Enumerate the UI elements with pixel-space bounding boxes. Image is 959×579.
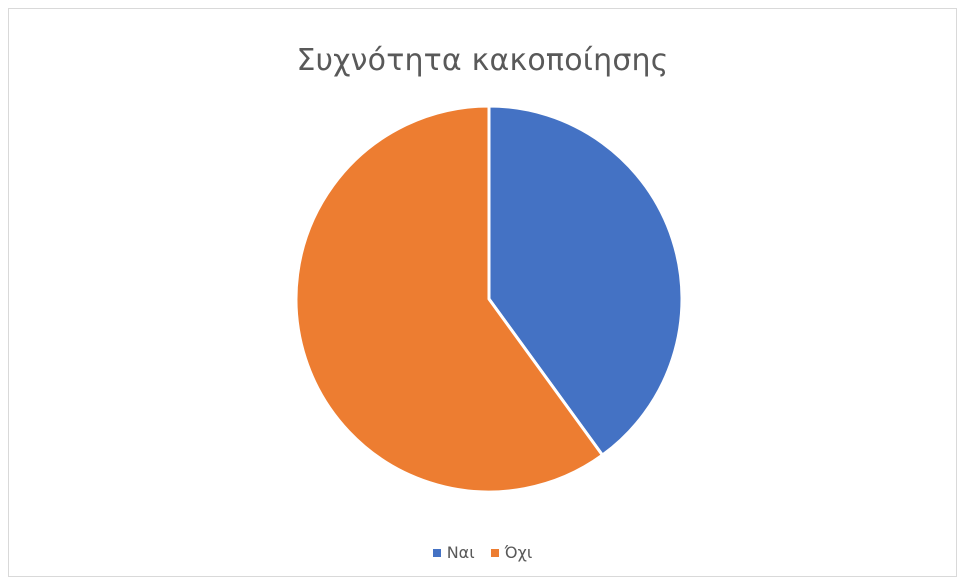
legend-label-1: Ναι xyxy=(446,543,475,562)
pie-slice-1 xyxy=(487,104,684,457)
legend-swatch-2 xyxy=(490,548,499,557)
legend-label-2: Όχι xyxy=(504,543,533,562)
legend-item-2: Όχι xyxy=(490,543,533,562)
pie-chart xyxy=(294,104,684,494)
chart-legend: Ναι Όχι xyxy=(9,543,956,562)
chart-frame: Συχνότητα κακοποίησης Ναι Όχι xyxy=(8,8,957,577)
legend-swatch-1 xyxy=(432,548,441,557)
pie-slice-2 xyxy=(294,104,604,494)
chart-title: Συχνότητα κακοποίησης xyxy=(296,43,669,78)
legend-item-1: Ναι xyxy=(432,543,475,562)
